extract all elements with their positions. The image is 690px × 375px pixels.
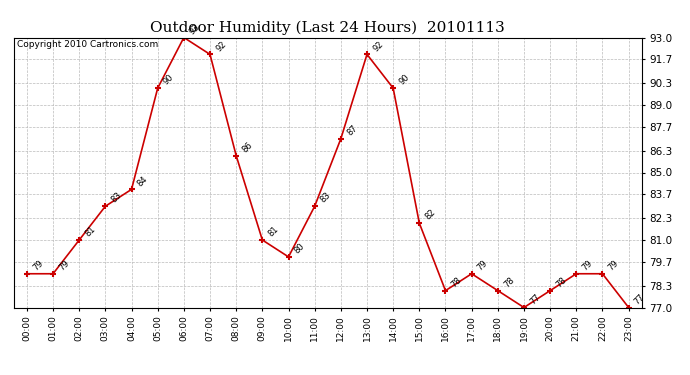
Text: 90: 90 [162, 73, 176, 87]
Text: 77: 77 [528, 292, 542, 306]
Text: 79: 79 [580, 258, 594, 272]
Text: 81: 81 [83, 225, 97, 238]
Text: 79: 79 [31, 258, 45, 272]
Text: 80: 80 [293, 242, 306, 255]
Text: 92: 92 [371, 39, 385, 53]
Text: Copyright 2010 Cartronics.com: Copyright 2010 Cartronics.com [17, 40, 158, 49]
Text: 90: 90 [397, 73, 411, 87]
Text: 81: 81 [266, 225, 280, 238]
Text: 79: 79 [57, 258, 71, 272]
Text: 78: 78 [554, 275, 569, 289]
Text: 84: 84 [136, 174, 150, 188]
Text: 93: 93 [188, 22, 202, 36]
Text: 79: 79 [607, 258, 620, 272]
Text: 83: 83 [319, 191, 333, 205]
Text: 78: 78 [450, 275, 464, 289]
Title: Outdoor Humidity (Last 24 Hours)  20101113: Outdoor Humidity (Last 24 Hours) 2010111… [150, 21, 505, 35]
Text: 78: 78 [502, 275, 516, 289]
Text: 79: 79 [476, 258, 490, 272]
Text: 83: 83 [110, 191, 124, 205]
Text: 82: 82 [424, 208, 437, 222]
Text: 86: 86 [240, 140, 255, 154]
Text: 87: 87 [345, 123, 359, 137]
Text: 77: 77 [633, 292, 647, 306]
Text: 92: 92 [214, 39, 228, 53]
